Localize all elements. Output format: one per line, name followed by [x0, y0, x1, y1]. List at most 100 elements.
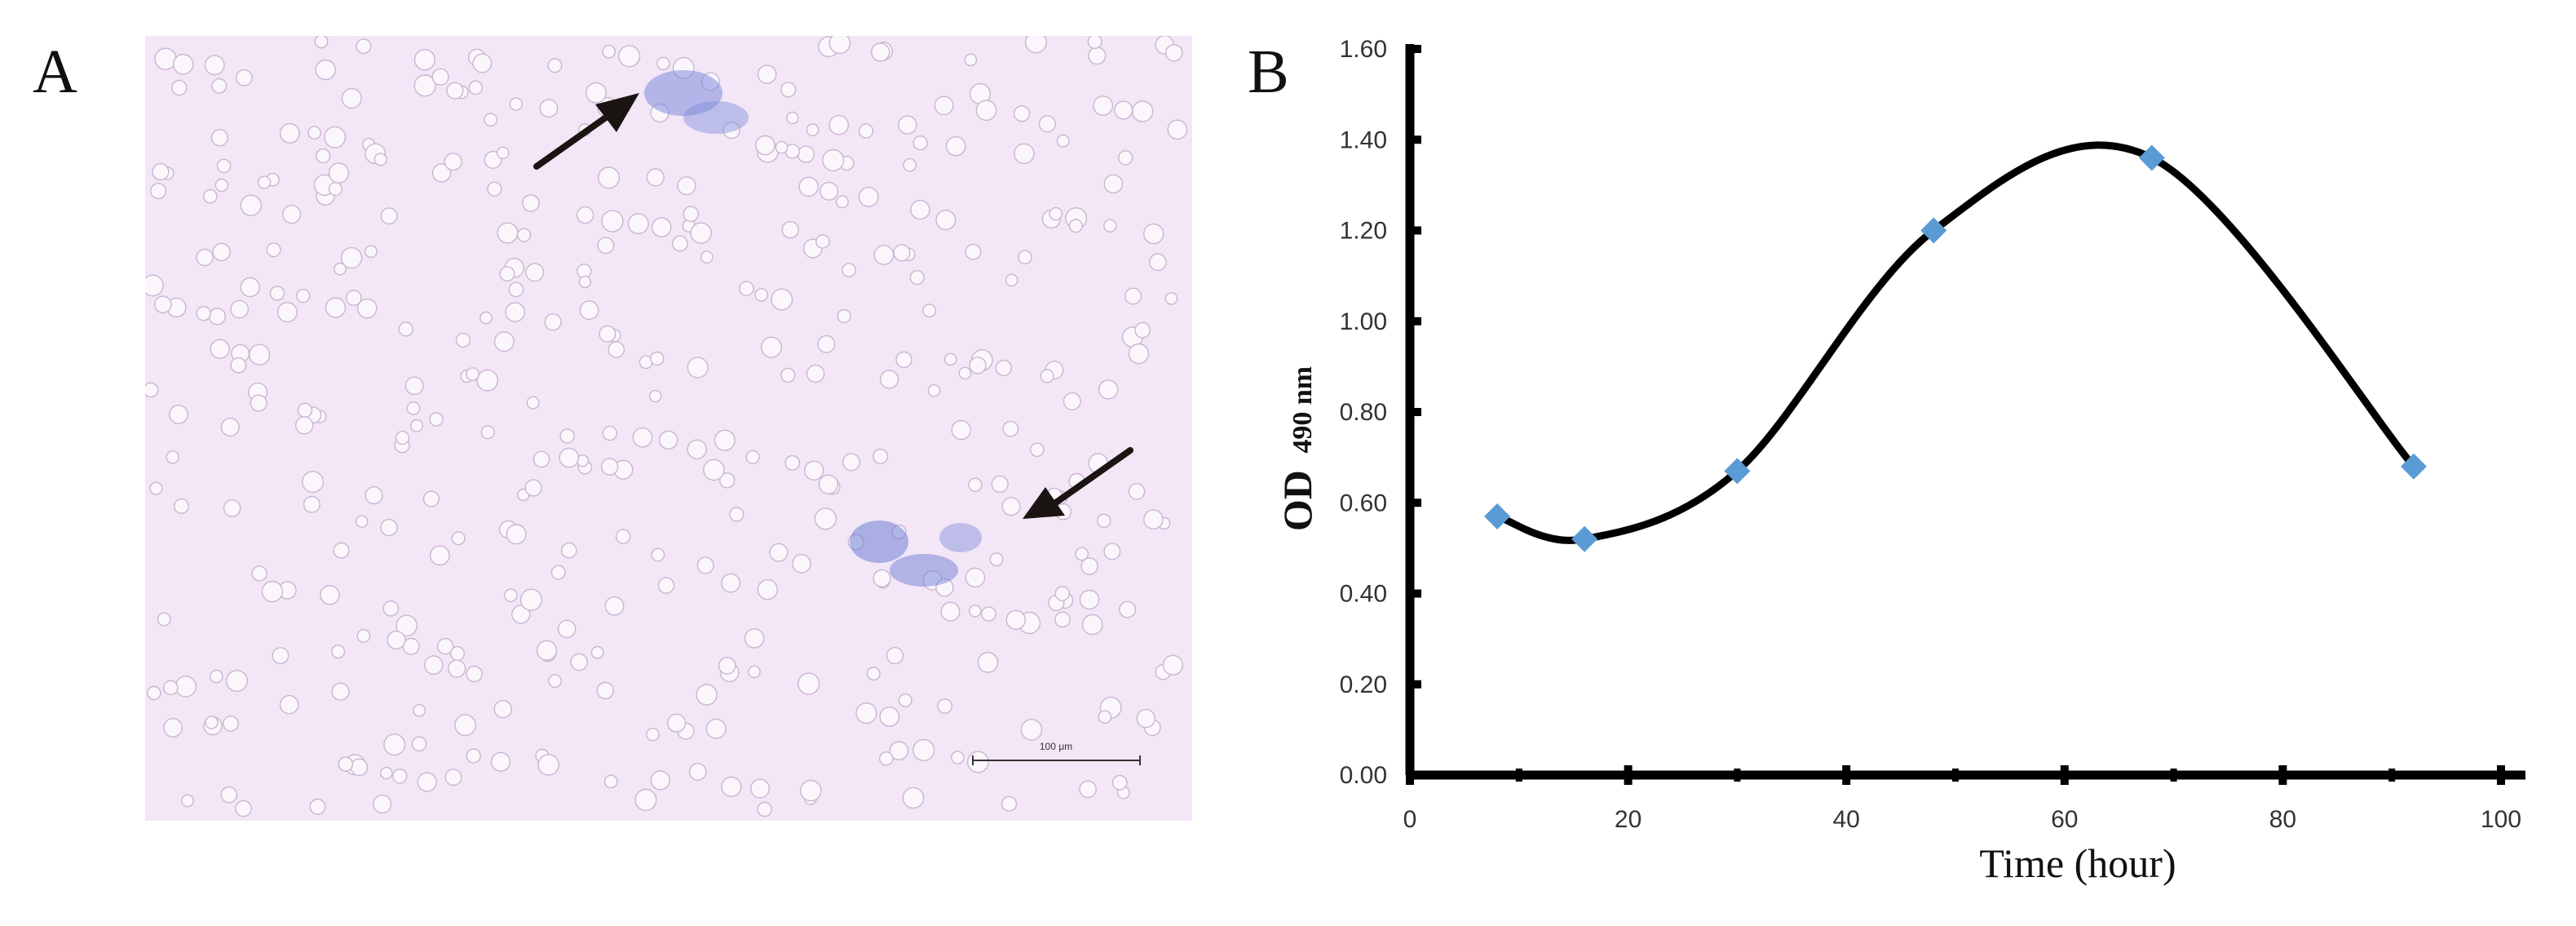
- cell: [380, 766, 393, 780]
- cell: [356, 515, 369, 528]
- cell: [454, 714, 476, 737]
- x-tick-label: 100: [2481, 806, 2521, 833]
- y-axis-title: OD 490 nm: [1275, 366, 1320, 531]
- cell: [1040, 369, 1054, 383]
- cell: [230, 357, 247, 374]
- cell: [537, 754, 560, 776]
- cell: [1054, 611, 1071, 628]
- cell: [1119, 600, 1137, 618]
- cell: [965, 567, 986, 588]
- cell: [797, 145, 815, 163]
- cell: [468, 80, 484, 95]
- x-tick-label: 60: [2051, 806, 2078, 833]
- cell: [912, 135, 928, 151]
- cell: [898, 693, 912, 708]
- cell: [296, 289, 311, 303]
- arrow-right-shaft: [1050, 447, 1133, 507]
- cell: [879, 751, 894, 766]
- cell: [314, 36, 329, 49]
- cell: [757, 801, 772, 817]
- cell: [279, 694, 299, 715]
- cell: [599, 325, 616, 343]
- cell: [223, 716, 239, 732]
- cell: [688, 763, 707, 781]
- stain-field: [644, 70, 982, 587]
- cell: [338, 756, 354, 772]
- cell: [560, 542, 577, 559]
- panel-label-a: A: [33, 38, 77, 106]
- cell: [282, 205, 302, 224]
- cell: [570, 653, 589, 671]
- cell: [211, 78, 228, 94]
- cell: [722, 122, 740, 140]
- cell: [517, 228, 532, 242]
- cell: [1014, 143, 1035, 165]
- cell: [1080, 557, 1098, 575]
- cell: [341, 87, 362, 109]
- cell: [718, 657, 736, 675]
- cell: [446, 82, 464, 100]
- cell: [889, 741, 909, 760]
- cell: [659, 430, 678, 450]
- cell: [969, 605, 982, 618]
- x-tick-label: 80: [2269, 806, 2296, 833]
- cell: [331, 645, 346, 659]
- cell: [1079, 589, 1100, 610]
- cell: [1124, 287, 1142, 305]
- cell: [169, 404, 188, 424]
- cell: [547, 58, 563, 73]
- cell: [618, 45, 641, 68]
- cell: [429, 545, 450, 566]
- cell: [1167, 119, 1188, 140]
- cell: [940, 601, 961, 622]
- cell: [334, 262, 347, 276]
- cell: [937, 698, 953, 714]
- data-point-marker: [1571, 525, 1598, 552]
- cell: [1103, 174, 1124, 194]
- cell: [302, 471, 325, 494]
- cell: [210, 129, 228, 147]
- cell: [784, 454, 801, 471]
- cell: [257, 175, 272, 189]
- stain-blob-top-2: [683, 101, 749, 134]
- cell: [690, 222, 712, 244]
- cell: [687, 439, 707, 459]
- cell: [608, 341, 625, 358]
- cell: [493, 331, 515, 352]
- cell: [683, 206, 700, 223]
- cell: [536, 640, 558, 661]
- series-markers: [1484, 144, 2427, 552]
- cell: [203, 188, 218, 204]
- cell: [380, 207, 398, 225]
- cell: [214, 178, 229, 193]
- cell: [866, 667, 881, 681]
- cell: [714, 429, 736, 451]
- cell: [981, 606, 996, 622]
- cell: [651, 217, 672, 237]
- stain-blob-bottom-2: [890, 554, 958, 587]
- cell: [398, 321, 413, 337]
- cell: [577, 206, 594, 224]
- cell: [466, 748, 481, 764]
- arrow-right-head: [1023, 487, 1065, 519]
- cell: [775, 140, 789, 154]
- cell: [1111, 774, 1128, 791]
- cell: [1020, 719, 1043, 741]
- cell: [269, 286, 285, 301]
- arrow-top-head: [595, 93, 639, 132]
- cell: [328, 162, 350, 184]
- cell: [524, 479, 542, 497]
- cell: [1063, 392, 1081, 410]
- cell: [1164, 292, 1178, 305]
- cell: [842, 453, 861, 472]
- cell: [873, 569, 891, 587]
- cell: [837, 308, 851, 324]
- cell: [350, 758, 369, 777]
- cell: [927, 383, 941, 397]
- cell: [506, 524, 527, 545]
- cell: [1143, 509, 1164, 530]
- cell: [365, 245, 378, 259]
- cell: [297, 402, 313, 418]
- y-tick-label: 0.00: [1340, 762, 1387, 789]
- cell: [174, 498, 190, 514]
